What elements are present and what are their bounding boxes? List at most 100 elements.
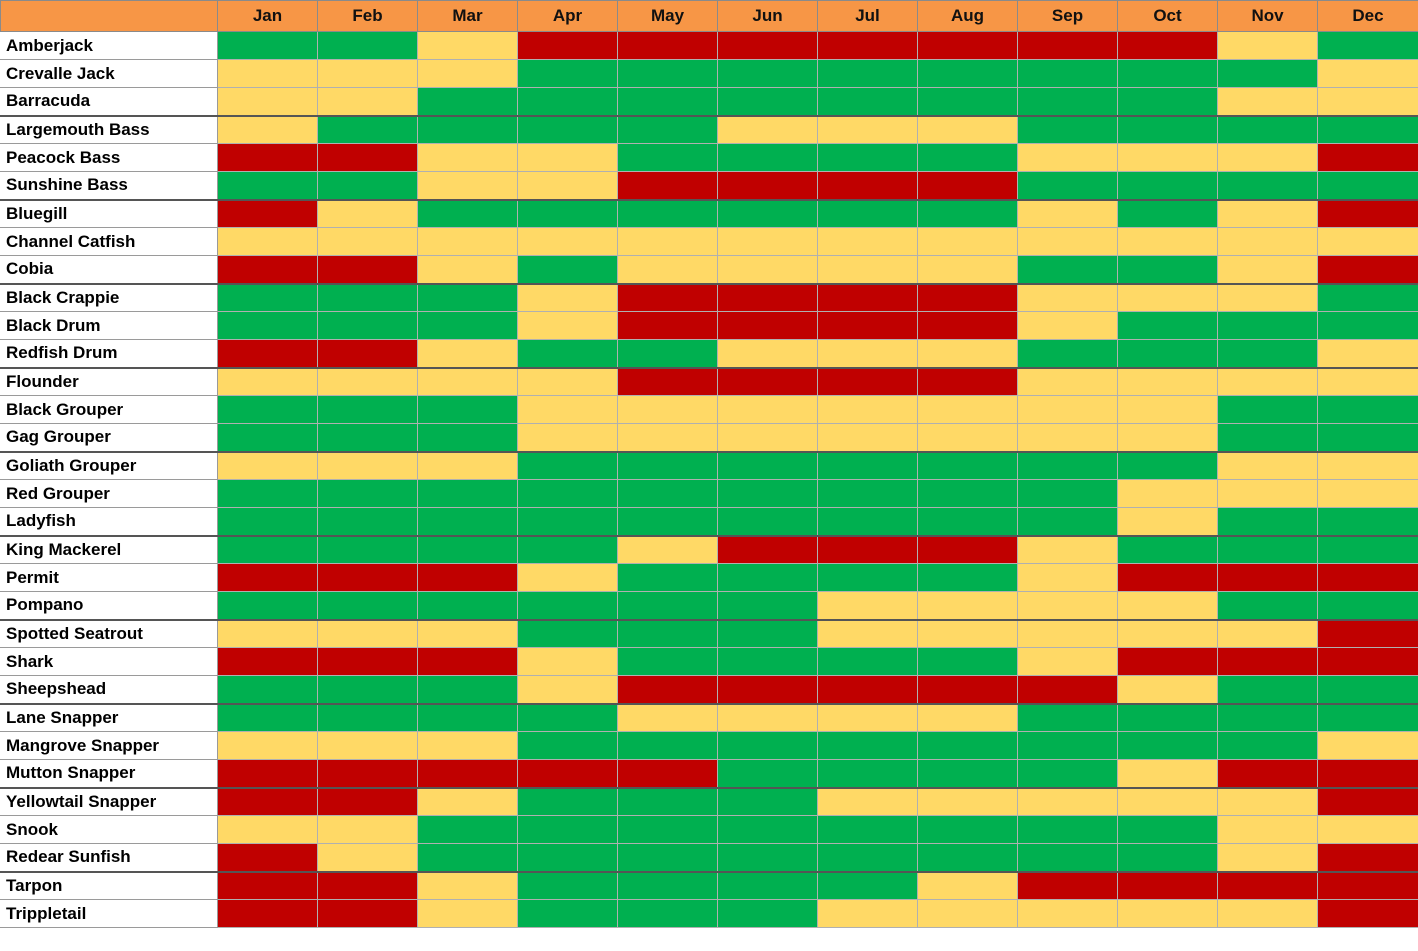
heat-cell-oct: [1117, 702, 1218, 732]
heat-cell-may: [617, 563, 718, 592]
heat-cell-oct: [1117, 198, 1218, 228]
heat-cell-may: [617, 479, 718, 508]
heat-cell-jan: [217, 731, 318, 760]
heat-cell-jun: [717, 171, 818, 200]
heat-cell-jun: [717, 647, 818, 676]
species-name: Pompano: [0, 591, 218, 620]
heat-cell-jan: [217, 171, 318, 200]
heat-cell-oct: [1117, 507, 1218, 536]
species-row: Permit: [0, 563, 1418, 592]
heat-cell-jan: [217, 647, 318, 676]
heat-cell-feb: [317, 870, 418, 900]
heat-cell-aug: [917, 311, 1018, 340]
heat-cell-jan: [217, 702, 318, 732]
heat-cell-sep: [1017, 450, 1118, 480]
heat-cell-sep: [1017, 815, 1118, 844]
species-row: Largemouth Bass: [0, 114, 1418, 144]
heat-cell-dec: [1317, 282, 1418, 312]
heat-cell-oct: [1117, 899, 1218, 928]
heat-cell-jul: [817, 423, 918, 452]
species-row: Black Crappie: [0, 282, 1418, 312]
heat-cell-aug: [917, 114, 1018, 144]
heat-cell-feb: [317, 31, 418, 60]
heat-cell-jul: [817, 282, 918, 312]
heat-cell-jun: [717, 311, 818, 340]
heat-cell-apr: [517, 702, 618, 732]
heat-cell-jul: [817, 143, 918, 172]
heat-cell-apr: [517, 450, 618, 480]
heat-cell-dec: [1317, 423, 1418, 452]
heat-cell-apr: [517, 647, 618, 676]
heat-cell-may: [617, 171, 718, 200]
heat-cell-oct: [1117, 423, 1218, 452]
heat-cell-sep: [1017, 786, 1118, 816]
heat-cell-jan: [217, 563, 318, 592]
heat-cell-nov: [1217, 171, 1318, 200]
heat-cell-may: [617, 450, 718, 480]
heat-cell-oct: [1117, 143, 1218, 172]
heat-cell-jun: [717, 31, 818, 60]
heat-cell-nov: [1217, 786, 1318, 816]
heat-cell-sep: [1017, 591, 1118, 620]
heat-cell-jul: [817, 843, 918, 872]
heat-cell-oct: [1117, 395, 1218, 424]
heat-cell-may: [617, 227, 718, 256]
species-row: Gag Grouper: [0, 423, 1418, 452]
heat-cell-jul: [817, 591, 918, 620]
heat-cell-nov: [1217, 198, 1318, 228]
month-header: May: [617, 0, 718, 32]
species-name: Black Drum: [0, 311, 218, 340]
heat-cell-apr: [517, 759, 618, 788]
month-header: Jan: [217, 0, 318, 32]
heat-cell-apr: [517, 479, 618, 508]
heat-cell-sep: [1017, 423, 1118, 452]
heat-cell-nov: [1217, 87, 1318, 116]
species-row: Goliath Grouper: [0, 450, 1418, 480]
heat-cell-aug: [917, 675, 1018, 704]
species-name: Permit: [0, 563, 218, 592]
heat-cell-nov: [1217, 311, 1318, 340]
heat-cell-apr: [517, 255, 618, 284]
heat-cell-dec: [1317, 534, 1418, 564]
heat-cell-jan: [217, 843, 318, 872]
heat-cell-oct: [1117, 731, 1218, 760]
heat-cell-jun: [717, 479, 818, 508]
heat-cell-apr: [517, 366, 618, 396]
heat-cell-jan: [217, 870, 318, 900]
heat-cell-apr: [517, 899, 618, 928]
heat-cell-jul: [817, 171, 918, 200]
heat-cell-sep: [1017, 870, 1118, 900]
heat-cell-aug: [917, 227, 1018, 256]
month-header: Nov: [1217, 0, 1318, 32]
heat-cell-jun: [717, 423, 818, 452]
heat-cell-dec: [1317, 618, 1418, 648]
species-row: Snook: [0, 815, 1418, 844]
heat-cell-aug: [917, 647, 1018, 676]
heat-cell-aug: [917, 870, 1018, 900]
species-row: Tarpon: [0, 870, 1418, 900]
heat-cell-jul: [817, 339, 918, 368]
heat-cell-dec: [1317, 311, 1418, 340]
heat-cell-feb: [317, 171, 418, 200]
month-header: Mar: [417, 0, 518, 32]
heat-cell-jun: [717, 366, 818, 396]
heat-cell-mar: [417, 731, 518, 760]
heat-cell-jun: [717, 675, 818, 704]
heat-cell-jul: [817, 563, 918, 592]
heat-cell-jan: [217, 198, 318, 228]
heat-cell-jul: [817, 647, 918, 676]
heat-cell-dec: [1317, 479, 1418, 508]
heat-cell-apr: [517, 675, 618, 704]
heat-cell-mar: [417, 618, 518, 648]
heat-cell-jan: [217, 534, 318, 564]
heat-cell-oct: [1117, 647, 1218, 676]
heat-cell-mar: [417, 759, 518, 788]
species-row: Barracuda: [0, 87, 1418, 116]
heat-cell-apr: [517, 311, 618, 340]
heat-cell-sep: [1017, 114, 1118, 144]
heat-cell-mar: [417, 311, 518, 340]
heat-cell-mar: [417, 87, 518, 116]
heat-cell-mar: [417, 843, 518, 872]
heat-cell-feb: [317, 647, 418, 676]
species-row: Lane Snapper: [0, 702, 1418, 732]
